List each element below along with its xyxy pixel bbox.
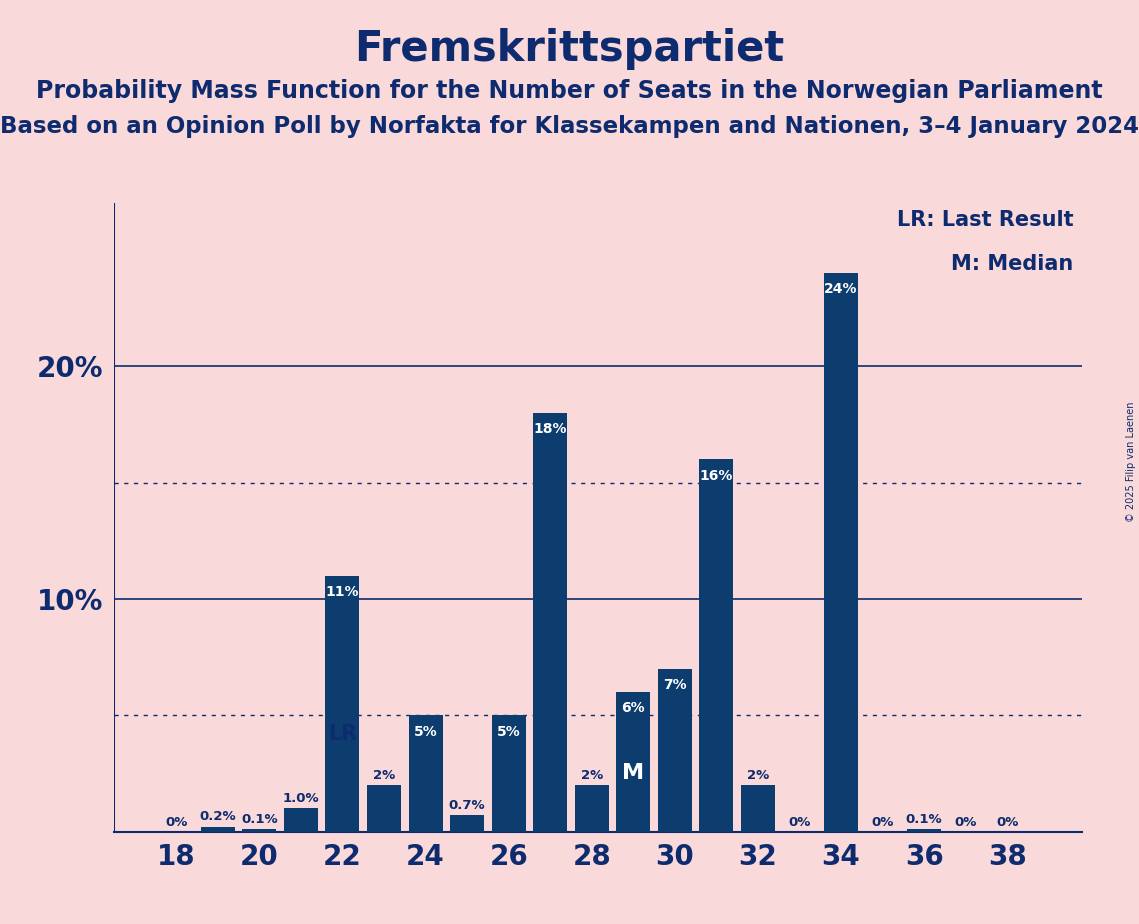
Bar — [200, 827, 235, 832]
Text: 5%: 5% — [497, 724, 521, 738]
Text: 16%: 16% — [699, 468, 734, 482]
Bar — [243, 829, 277, 832]
Text: 5%: 5% — [413, 724, 437, 738]
Bar — [367, 785, 401, 832]
Text: 0.1%: 0.1% — [906, 813, 942, 826]
Text: 0.2%: 0.2% — [199, 810, 236, 823]
Text: 0%: 0% — [871, 816, 894, 829]
Bar — [575, 785, 608, 832]
Text: 24%: 24% — [825, 283, 858, 297]
Bar — [533, 413, 567, 832]
Text: © 2025 Filip van Laenen: © 2025 Filip van Laenen — [1126, 402, 1136, 522]
Text: M: Median: M: Median — [951, 254, 1074, 274]
Bar — [823, 274, 858, 832]
Text: 11%: 11% — [326, 585, 359, 599]
Bar — [658, 669, 691, 832]
Text: LR: Last Result: LR: Last Result — [898, 211, 1074, 230]
Text: LR: LR — [328, 724, 357, 745]
Bar — [284, 808, 318, 832]
Bar — [616, 692, 650, 832]
Bar — [492, 715, 526, 832]
Bar — [326, 576, 360, 832]
Text: 7%: 7% — [663, 678, 687, 692]
Bar — [907, 829, 941, 832]
Text: M: M — [622, 763, 645, 783]
Text: 6%: 6% — [622, 701, 645, 715]
Bar — [409, 715, 443, 832]
Text: 1.0%: 1.0% — [282, 792, 319, 805]
Bar — [740, 785, 775, 832]
Text: 0%: 0% — [788, 816, 811, 829]
Bar — [699, 459, 734, 832]
Text: Probability Mass Function for the Number of Seats in the Norwegian Parliament: Probability Mass Function for the Number… — [36, 79, 1103, 103]
Text: 2%: 2% — [747, 769, 769, 782]
Text: 2%: 2% — [581, 769, 603, 782]
Text: 18%: 18% — [533, 422, 567, 436]
Text: 0.7%: 0.7% — [449, 799, 485, 812]
Text: 2%: 2% — [372, 769, 395, 782]
Text: Based on an Opinion Poll by Norfakta for Klassekampen and Nationen, 3–4 January : Based on an Opinion Poll by Norfakta for… — [0, 116, 1139, 139]
Text: 0.1%: 0.1% — [241, 813, 278, 826]
Text: 0%: 0% — [997, 816, 1018, 829]
Text: 0%: 0% — [954, 816, 977, 829]
Text: 0%: 0% — [165, 816, 188, 829]
Bar — [450, 815, 484, 832]
Text: Fremskrittspartiet: Fremskrittspartiet — [354, 28, 785, 69]
